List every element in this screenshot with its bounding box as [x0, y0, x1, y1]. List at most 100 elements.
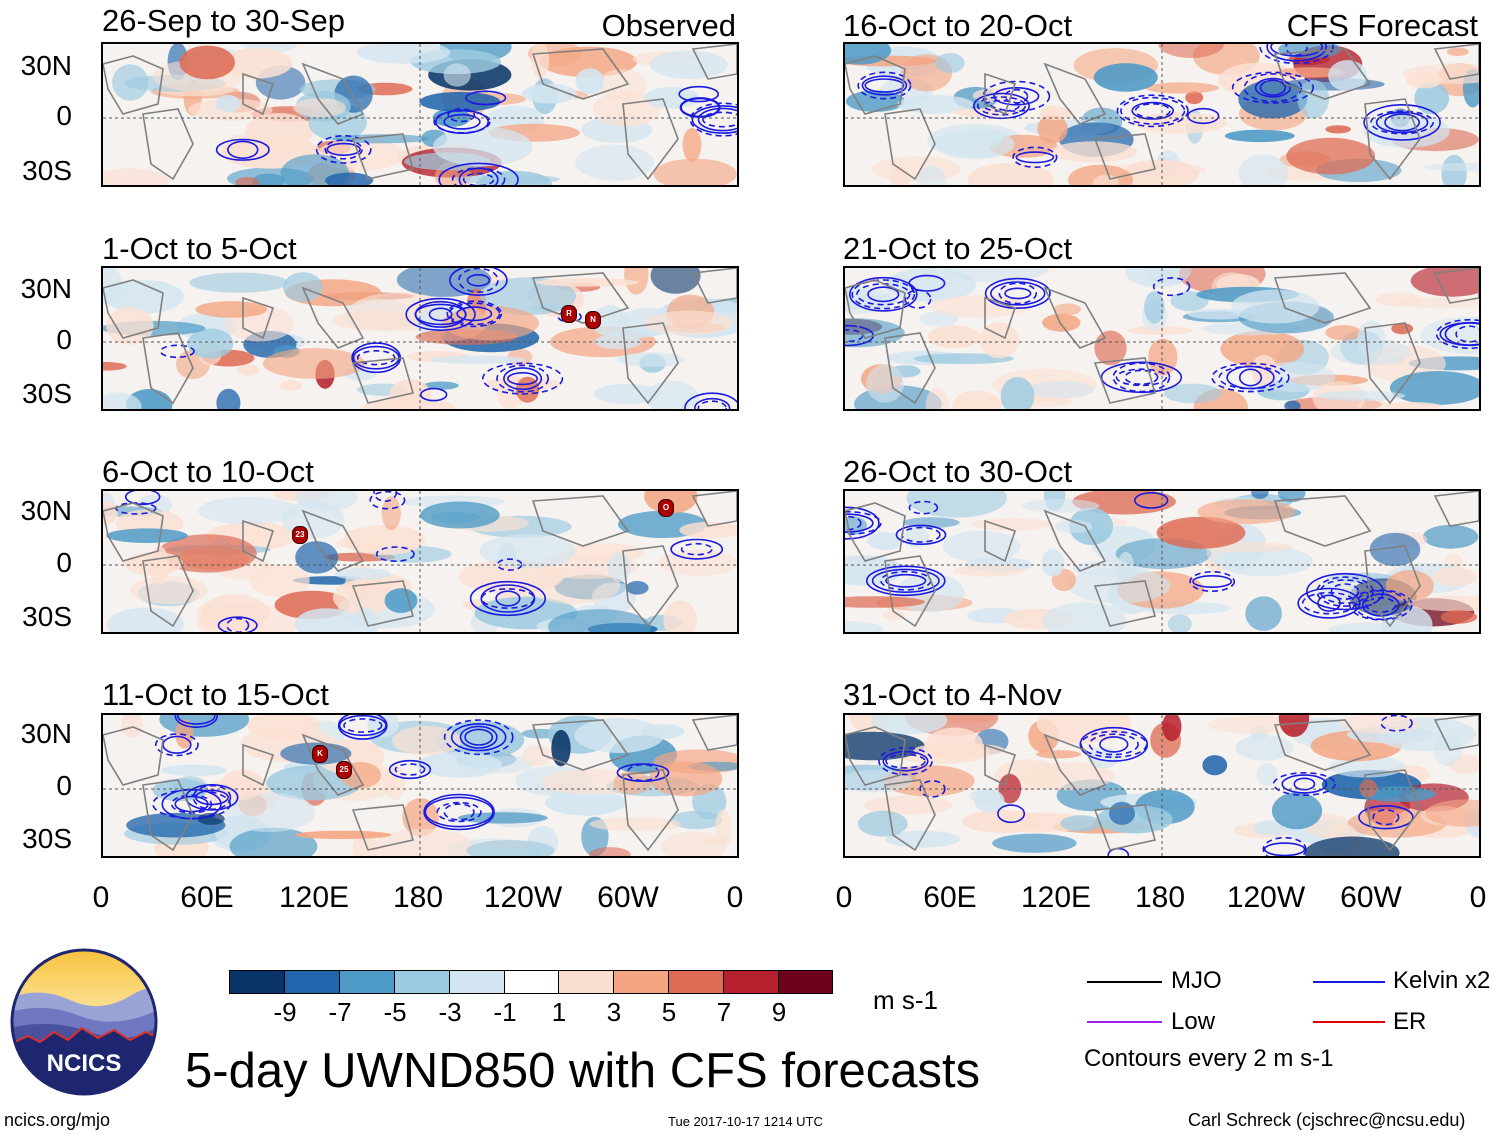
wind-anomaly-patch: [845, 621, 884, 632]
lon-label-120e: 120E: [1020, 881, 1092, 914]
wind-anomaly-patch: [295, 541, 339, 574]
wind-anomaly-patch: [195, 301, 268, 318]
kelvin-contour: [1116, 94, 1189, 128]
wind-anomaly-patch: [649, 50, 728, 79]
lon-label-60w: 60W: [1340, 881, 1402, 914]
kelvin-contour: [496, 364, 550, 393]
legend-line-kelvin: [1313, 981, 1385, 983]
coastline: [242, 743, 275, 787]
coastline: [531, 495, 630, 547]
wind-anomaly-patch: [1158, 44, 1224, 58]
lat-label-0: 0: [56, 100, 72, 131]
coastline: [984, 72, 1017, 116]
wind-anomaly-patch: [645, 380, 699, 409]
wind-anomaly-patch: [342, 524, 426, 555]
wind-anomaly-patch: [653, 158, 737, 185]
kelvin-contour: [1435, 319, 1479, 349]
lat-label-30s: 30S: [22, 823, 72, 854]
colorbar-cell-neg9: [230, 971, 285, 993]
kelvin-contour: [1375, 111, 1429, 134]
wind-anomaly-patch: [479, 534, 576, 568]
wind-anomaly-patch: [992, 833, 1077, 853]
lon-label-0-end: 0: [726, 881, 744, 914]
coastline: [351, 133, 415, 180]
wind-anomaly-patch: [1278, 715, 1310, 737]
wind-anomaly-patch: [1359, 779, 1378, 798]
kelvin-contour: [1301, 591, 1357, 615]
lat-label-30n: 30N: [20, 273, 72, 304]
wind-anomaly-patch: [616, 352, 685, 367]
kelvin-contour: [684, 392, 737, 409]
kelvin-contour: [1262, 836, 1307, 856]
map-panel-left-4: [101, 713, 739, 858]
storm-marker-k: K: [312, 745, 328, 763]
kelvin-contour: [691, 105, 737, 134]
coastline: [242, 296, 275, 340]
wind-anomaly-patch: [1117, 551, 1135, 586]
wind-anomaly-patch: [1286, 137, 1376, 175]
colorbar-tick: -5: [383, 997, 407, 1027]
wind-anomaly-patch: [1407, 595, 1479, 612]
panel-title-right-4: 31-Oct to 4-Nov: [843, 677, 1062, 712]
wind-anomaly-patch: [551, 729, 571, 767]
coastline: [1043, 286, 1107, 349]
kelvin-contour: [1348, 589, 1413, 621]
coastline: [845, 279, 906, 339]
footer-url[interactable]: ncics.org/mjo: [4, 1110, 111, 1130]
wind-anomaly-patch: [216, 388, 241, 409]
coastline: [1043, 509, 1107, 572]
kelvin-contour: [1015, 151, 1055, 164]
wind-anomaly-patch: [1256, 763, 1278, 786]
coastline: [1433, 491, 1479, 527]
wind-anomaly-patch: [1325, 125, 1351, 134]
coastline: [691, 44, 737, 80]
kelvin-contour: [1192, 575, 1233, 589]
legend-line-mjo: [1087, 981, 1162, 983]
wind-anomaly-patch: [1440, 610, 1478, 624]
kelvin-contour: [885, 573, 927, 588]
coastline: [1093, 804, 1157, 851]
lat-label-0: 0: [56, 770, 72, 801]
kelvin-contour: [446, 300, 503, 328]
kelvin-contour: [507, 371, 539, 386]
wind-anomaly-patch: [1325, 325, 1362, 341]
kelvin-contour: [1439, 321, 1479, 347]
wind-anomaly-patch: [967, 162, 1054, 185]
kelvin-contour: [443, 113, 481, 130]
kelvin-contour: [450, 723, 507, 752]
wind-anomaly-patch: [149, 546, 170, 586]
ncics-logo: NCICS: [10, 948, 158, 1096]
kelvin-contour: [1134, 103, 1171, 119]
map-field: [845, 715, 1479, 856]
coastline: [884, 555, 936, 628]
wind-anomaly-patch: [294, 830, 392, 840]
wind-anomaly-patch: [522, 744, 553, 767]
kelvin-contour: [984, 277, 1051, 309]
wind-anomaly-patch: [1220, 330, 1305, 368]
kelvin-contour: [443, 803, 475, 821]
wind-anomaly-patch: [574, 718, 664, 753]
wind-anomaly-patch: [373, 828, 475, 856]
wind-anomaly-patch: [106, 528, 188, 543]
wind-anomaly-patch: [953, 564, 1025, 577]
kelvin-contour: [1361, 593, 1400, 617]
wind-anomaly-patch: [189, 272, 289, 293]
coastline: [142, 555, 194, 628]
kelvin-contour: [616, 763, 670, 783]
coastline: [103, 55, 164, 115]
footer-timestamp: Tue 2017-10-17 1214 UTC: [668, 1114, 823, 1129]
wind-anomaly-patch: [1361, 786, 1436, 802]
lon-label-60w: 60W: [597, 881, 659, 914]
kelvin-contour: [459, 725, 498, 749]
kelvin-contour: [447, 107, 476, 123]
kelvin-contour: [865, 565, 946, 597]
wind-anomaly-patch: [1145, 268, 1192, 285]
wind-anomaly-patch: [1235, 734, 1294, 761]
lon-label-0: 0: [835, 881, 853, 914]
wind-anomaly-patch: [334, 568, 392, 580]
wind-anomaly-patch: [1383, 402, 1442, 409]
wind-anomaly-patch: [1271, 792, 1323, 830]
kelvin-contour: [337, 715, 388, 740]
wind-anomaly-patch: [106, 306, 154, 346]
wind-anomaly-patch: [1304, 836, 1400, 856]
